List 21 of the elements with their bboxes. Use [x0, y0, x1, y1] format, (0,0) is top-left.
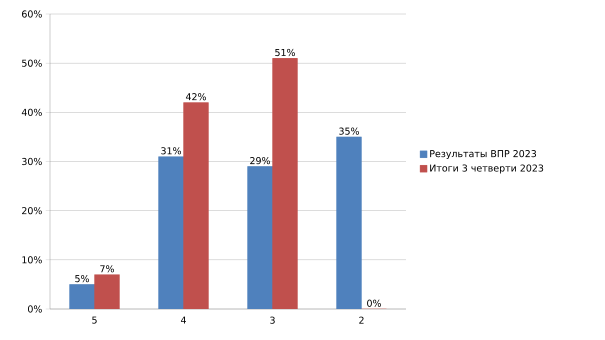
x-tick-label: 5 — [92, 316, 97, 324]
data-label: 42% — [186, 93, 206, 100]
y-tick-label: 40% — [22, 108, 42, 116]
data-label: 35% — [339, 128, 359, 135]
y-tick-label: 20% — [22, 207, 42, 214]
y-tick-label: 30% — [22, 158, 42, 166]
data-label: 0% — [367, 300, 381, 307]
legend-label: Результаты ВПР 2023 — [430, 150, 536, 160]
data-label: 5% — [75, 275, 89, 282]
y-tick-label: 10% — [22, 256, 42, 264]
y-tick-label: 60% — [22, 10, 42, 18]
y-tick-label: 50% — [22, 60, 42, 67]
legend-label: Итоги 3 четверти 2023 — [430, 164, 544, 174]
x-tick-label: 4 — [180, 316, 186, 324]
y-tick-label: 0% — [28, 305, 42, 313]
data-label: 7% — [100, 265, 114, 272]
x-tick-label: 3 — [270, 316, 275, 324]
x-tick-label: 2 — [359, 316, 364, 324]
data-label: 29% — [250, 157, 270, 164]
data-label: 51% — [275, 48, 295, 56]
data-label: 31% — [161, 147, 181, 154]
